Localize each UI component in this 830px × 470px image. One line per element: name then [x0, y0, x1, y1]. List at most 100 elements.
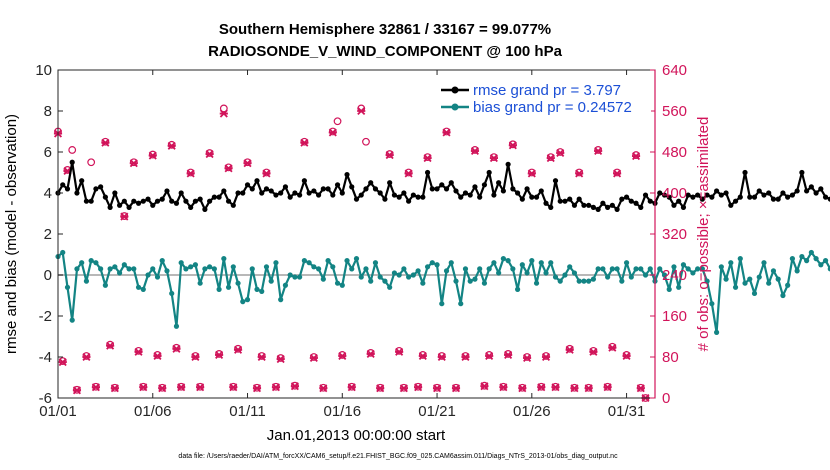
bias-point — [500, 256, 506, 262]
bias-point — [571, 270, 578, 276]
bias-point — [439, 301, 445, 307]
bias-point — [623, 260, 630, 266]
obs-possible-point — [129, 158, 138, 167]
rmse-point — [510, 186, 516, 192]
rmse-point — [396, 194, 402, 200]
rmse-point — [514, 190, 521, 196]
rmse-point — [282, 184, 289, 190]
rmse-point — [297, 192, 303, 198]
obs-possible-point — [362, 137, 370, 146]
obs-assimilated-point — [451, 384, 461, 393]
obs-assimilated-point — [522, 353, 532, 363]
x-tick-label: 01/16 — [324, 403, 362, 420]
bias-point — [315, 266, 322, 272]
bias-point — [254, 286, 260, 292]
bias-point — [633, 266, 639, 272]
bias-point — [372, 260, 379, 266]
rmse-point — [462, 190, 469, 196]
y-tick-label: -2 — [39, 308, 52, 325]
bias-point — [225, 284, 232, 290]
obs-assimilated-point — [499, 383, 508, 392]
rmse-point — [188, 204, 194, 210]
rmse-point — [818, 186, 824, 192]
rmse-point — [827, 196, 830, 202]
rmse-point — [235, 190, 241, 196]
bias-point — [410, 272, 416, 278]
y-tick-label: 0 — [44, 267, 52, 284]
rmse-point — [154, 198, 161, 204]
obs-assimilated-point — [570, 384, 579, 393]
y2-tick-label: 480 — [662, 144, 687, 161]
obs-assimilated-point — [58, 358, 67, 367]
obs-assimilated-point — [101, 138, 110, 147]
rmse-point — [699, 196, 705, 202]
obs-assimilated-point — [172, 344, 181, 353]
rmse-point — [822, 194, 829, 200]
rmse-point — [278, 190, 284, 196]
bias-point — [780, 292, 786, 299]
obs-assimilated-point — [613, 169, 622, 178]
bias-point — [619, 278, 625, 284]
rmse-point — [661, 192, 668, 198]
obs-possible-point — [418, 351, 427, 359]
rmse-point — [709, 194, 715, 200]
bias-point — [112, 264, 118, 270]
rmse-point — [112, 190, 118, 196]
obs-assimilated-point — [480, 382, 489, 391]
obs-assimilated-point — [485, 351, 494, 361]
obs-possible-point — [257, 352, 266, 360]
rmse-point — [401, 190, 407, 196]
obs-possible-point — [153, 351, 162, 359]
rmse-point — [557, 198, 563, 204]
obs-possible-point — [565, 344, 574, 353]
obs-possible-point — [276, 354, 285, 362]
bias-point — [192, 262, 199, 268]
rmse-point — [230, 202, 236, 208]
rmse-point — [486, 169, 492, 176]
bias-point — [794, 268, 800, 274]
legend-rmse-label: rmse grand pr = 3.797 — [473, 82, 621, 99]
obs-possible-point — [404, 168, 413, 177]
rmse-point — [496, 180, 502, 186]
obs-assimilated-point — [399, 384, 408, 393]
bias-point — [557, 278, 563, 284]
rmse-point — [458, 194, 464, 200]
rmse-point — [83, 198, 90, 204]
rmse-point — [301, 178, 307, 184]
rmse-point — [292, 190, 298, 196]
x-tick-label: 01/01 — [39, 403, 77, 420]
bias-point — [742, 280, 748, 286]
bias-point — [775, 276, 781, 282]
bias-point — [353, 256, 360, 262]
bias-point — [263, 264, 270, 270]
obs-assimilated-point — [139, 383, 148, 392]
rmse-point — [164, 188, 170, 194]
obs-assimilated-point — [437, 352, 446, 362]
obs-possible-point — [58, 357, 67, 366]
y2-tick-label: 0 — [662, 390, 670, 407]
x-tick-label: 01/06 — [134, 403, 172, 420]
rmse-point — [259, 190, 265, 196]
obs-assimilated-point — [551, 383, 560, 392]
rmse-point — [695, 192, 701, 198]
rmse-point — [268, 188, 274, 194]
rmse-point — [519, 196, 525, 202]
bias-point — [173, 323, 180, 329]
obs-possible-point — [205, 149, 214, 157]
y2-tick-label: 320 — [662, 226, 687, 243]
rmse-point — [126, 204, 132, 210]
y-axis-label: rmse and bias (model - observation) — [3, 114, 20, 354]
bias-point — [453, 278, 459, 284]
rmse-point — [434, 186, 440, 192]
obs-assimilated-point — [385, 151, 394, 160]
bias-point — [590, 276, 597, 282]
obs-assimilated-point — [442, 128, 451, 137]
rmse-point — [173, 200, 180, 206]
rmse-point — [590, 204, 597, 210]
obs-assimilated-point — [589, 347, 598, 356]
rmse-point — [595, 206, 601, 212]
rmse-point — [377, 190, 383, 196]
obs-assimilated-point — [229, 383, 238, 392]
rmse-point — [448, 180, 454, 186]
